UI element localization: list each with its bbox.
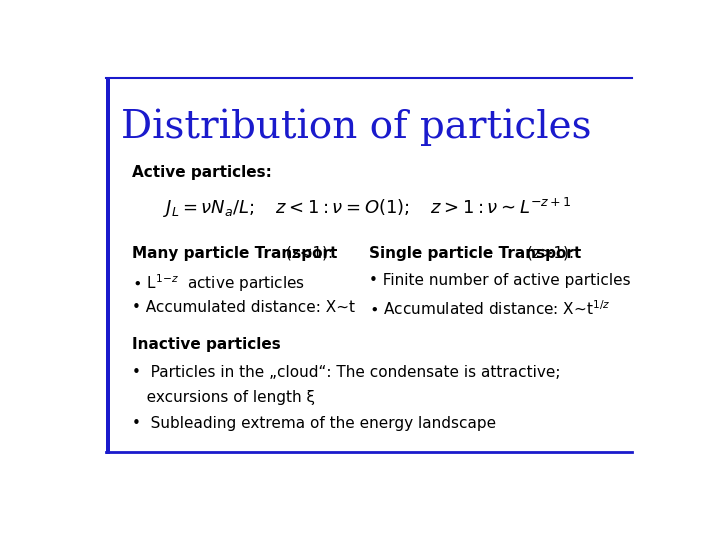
- Text: (z<1):: (z<1):: [282, 246, 333, 261]
- Text: •  Subleading extrema of the energy landscape: • Subleading extrema of the energy lands…: [132, 416, 496, 431]
- Text: • Finite number of active particles: • Finite number of active particles: [369, 273, 631, 288]
- Text: Distribution of particles: Distribution of particles: [121, 109, 591, 146]
- Text: $\bullet$ Accumulated distance: X~t$^{1/z}$: $\bullet$ Accumulated distance: X~t$^{1/…: [369, 300, 611, 319]
- Text: (z>1):: (z>1):: [523, 246, 575, 261]
- Text: $J_L = \nu N_a / L; \quad z < 1: \nu = O(1); \quad z > 1: \nu \sim L^{-z+1}$: $J_L = \nu N_a / L; \quad z < 1: \nu = O…: [163, 196, 572, 220]
- Text: excursions of length ξ: excursions of length ξ: [132, 390, 315, 405]
- Bar: [106, 78, 109, 454]
- Text: $\bullet$ L$^{1\!-\!z}$  active particles: $\bullet$ L$^{1\!-\!z}$ active particles: [132, 273, 305, 294]
- Text: • Accumulated distance: X~t: • Accumulated distance: X~t: [132, 300, 355, 315]
- Text: Many particle Transport: Many particle Transport: [132, 246, 337, 261]
- Text: •  Particles in the „cloud“: The condensate is attractive;: • Particles in the „cloud“: The condensa…: [132, 365, 560, 380]
- Text: Active particles:: Active particles:: [132, 165, 271, 180]
- Text: Single particle Transport: Single particle Transport: [369, 246, 581, 261]
- Text: Inactive particles: Inactive particles: [132, 337, 281, 352]
